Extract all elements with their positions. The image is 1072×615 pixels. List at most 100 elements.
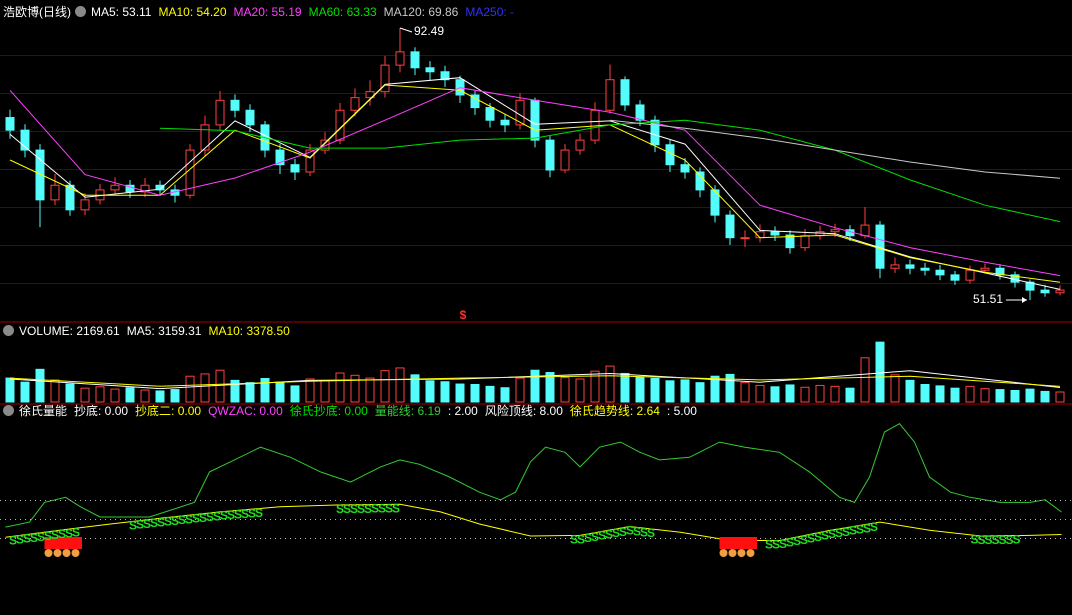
volume-bar [530, 369, 540, 403]
volume-bar [770, 386, 780, 403]
menu-icon[interactable] [3, 405, 14, 416]
legend-entry: 量能线: 6.19 [374, 404, 441, 418]
menu-icon[interactable] [3, 325, 14, 336]
signal-s: S [807, 531, 815, 545]
signal-s: S [779, 537, 787, 551]
volume-bar [950, 387, 960, 403]
volume-bar [710, 375, 720, 403]
signal-s: S [213, 509, 221, 523]
signal-s: S [570, 533, 578, 547]
candle-body [890, 264, 900, 269]
signal-s: S [16, 533, 24, 547]
signal-s: S [842, 525, 850, 539]
legend-entry: MA10: 54.20 [158, 5, 227, 19]
volume-bar [740, 382, 750, 403]
volume-bar [80, 387, 90, 403]
price-header: 浩欧博(日线) MA5: 53.11 MA10: 54.20 MA20: 55.19 M… [3, 4, 521, 20]
signal-s: S [786, 536, 794, 550]
volume-bar [350, 374, 360, 403]
volume-bar [185, 375, 195, 403]
signal-s: S [157, 515, 165, 529]
signal-s: S [984, 533, 992, 547]
menu-icon[interactable] [75, 6, 86, 17]
legend-entry: MA5: 3159.31 [126, 324, 202, 338]
volume-bar [140, 389, 150, 403]
legend-entry: QWZAC: 0.00 [208, 404, 283, 418]
signal-icon [53, 549, 62, 557]
candle-body [350, 97, 360, 111]
candle-body [860, 224, 870, 237]
candle-body [35, 149, 45, 201]
signal-s: S [185, 512, 193, 526]
volume-bar [1040, 390, 1050, 403]
signal-s: S [30, 531, 38, 545]
volume-bar [785, 384, 795, 403]
candle-body [155, 184, 165, 191]
signal-s: S [336, 502, 344, 516]
volume-bar [575, 378, 585, 403]
volume-bar [860, 357, 870, 403]
signal-s: S [814, 530, 822, 544]
candle-body [650, 119, 660, 146]
candle-body [560, 149, 570, 171]
signal-icon [728, 549, 737, 557]
signal-s: S [1005, 533, 1013, 547]
volume-bar [335, 372, 345, 403]
volume-bar [650, 378, 660, 403]
volume-bar [815, 384, 825, 403]
volume-title: VOLUME: 2169.61 [19, 324, 120, 338]
signal-s: S [633, 525, 641, 539]
annotation-label: 51.51 [973, 292, 1003, 306]
candle-body [140, 184, 150, 193]
ma-line [9, 77, 1061, 290]
volume-bar [245, 382, 255, 403]
indicator-line [5, 423, 1062, 528]
volume-ma-line [9, 370, 1061, 390]
marker: $ [460, 308, 467, 322]
signal-s: S [392, 502, 400, 516]
volume-bar [905, 379, 915, 403]
signal-s: S [220, 509, 228, 523]
signal-s: S [647, 526, 655, 540]
signal-s: S [821, 529, 829, 543]
volume-bar [755, 384, 765, 403]
signal-s: S [598, 529, 606, 543]
signal-icon [62, 549, 71, 557]
volume-bar [275, 381, 285, 403]
volume-bar [320, 380, 330, 403]
signal-s: S [248, 506, 256, 520]
volume-bar [515, 377, 525, 403]
volume-bar [890, 374, 900, 403]
volume-bar [935, 385, 945, 403]
volume-bar [875, 341, 885, 403]
indicator-line [5, 503, 1062, 541]
volume-bar [455, 383, 465, 403]
signal-s: S [828, 527, 836, 541]
candle-body [425, 67, 435, 73]
candle-body [965, 269, 975, 281]
signal-s: S [970, 533, 978, 547]
candle-body [80, 199, 90, 211]
candle-body [50, 184, 60, 201]
signal-s: S [835, 526, 843, 540]
candle-body [575, 139, 585, 151]
candle-body [950, 274, 960, 281]
legend-entry: MA5: 53.11 [91, 5, 152, 19]
ma-line [159, 119, 1061, 223]
candle-body [1025, 281, 1035, 291]
candle-body [110, 184, 120, 191]
legend-entry: MA20: 55.19 [233, 5, 302, 19]
candle-body [635, 104, 645, 121]
volume-bar [35, 368, 45, 403]
signal-s: S [350, 502, 358, 516]
signal-s: S [9, 533, 17, 547]
signal-s: S [192, 512, 200, 526]
signal-s: S [626, 524, 634, 538]
signal-icon [746, 549, 755, 557]
legend-entry: : 2.00 [447, 404, 478, 418]
annotation-label: 92.49 [414, 24, 444, 38]
volume-bar [800, 386, 810, 403]
candle-body [485, 107, 495, 121]
